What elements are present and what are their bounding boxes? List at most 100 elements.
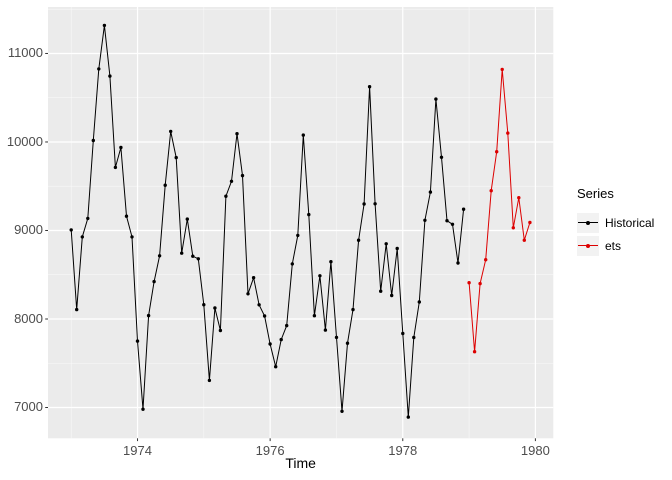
x-tick-label: 1976 xyxy=(255,443,285,458)
data-point-ets xyxy=(484,258,488,262)
data-point-historical xyxy=(257,303,261,307)
plot-panel xyxy=(48,7,554,439)
data-point-historical xyxy=(218,328,223,333)
data-point-historical xyxy=(390,293,394,298)
data-point-historical xyxy=(191,254,195,258)
data-point-historical xyxy=(268,342,272,346)
data-point-historical xyxy=(329,260,333,264)
data-point-historical xyxy=(450,222,455,226)
data-point-historical xyxy=(318,274,322,278)
data-point-historical xyxy=(229,179,234,183)
data-point-historical xyxy=(163,183,167,187)
x-tick-label: 1974 xyxy=(123,443,152,458)
x-tick-label: 1980 xyxy=(520,443,550,458)
data-point-historical xyxy=(119,145,123,150)
data-point-ets xyxy=(467,281,471,285)
y-tick-label: 11000 xyxy=(7,45,43,61)
legend-label-ets: ets xyxy=(605,239,622,253)
data-point-historical xyxy=(379,289,383,293)
data-point-historical xyxy=(169,129,173,134)
legend-key-ets-glyph xyxy=(577,236,599,256)
data-point-historical xyxy=(395,246,399,251)
data-point-historical xyxy=(174,155,178,160)
data-point-historical xyxy=(434,97,438,101)
data-point-historical xyxy=(340,409,344,413)
data-point-historical xyxy=(301,133,305,137)
data-point-historical xyxy=(157,254,162,258)
data-point-historical xyxy=(367,85,372,89)
data-point-ets xyxy=(506,131,510,135)
data-point-historical xyxy=(401,331,405,336)
data-point-ets xyxy=(478,281,482,286)
y-tick-label: 10000 xyxy=(6,133,43,149)
y-tick-label: 8000 xyxy=(14,310,43,326)
data-point-historical xyxy=(312,314,317,318)
data-point-historical xyxy=(445,219,449,223)
data-point-historical xyxy=(185,217,189,221)
point-glyph xyxy=(586,244,590,248)
data-point-ets xyxy=(517,196,521,200)
data-point-historical xyxy=(356,238,361,242)
data-point-historical xyxy=(224,194,228,198)
legend-entry-historical: Historical xyxy=(577,213,654,233)
data-point-historical xyxy=(196,257,200,261)
data-point-ets xyxy=(472,350,477,354)
data-point-historical xyxy=(351,307,355,312)
data-point-historical xyxy=(456,261,460,265)
data-point-historical xyxy=(384,242,388,246)
legend-entry-ets: ets xyxy=(577,236,654,256)
x-axis-title: Time xyxy=(285,455,316,471)
data-point-historical xyxy=(307,212,311,217)
data-point-historical xyxy=(235,132,239,136)
data-point-historical xyxy=(461,207,466,211)
series-line-historical xyxy=(70,25,465,418)
data-point-historical xyxy=(69,228,73,232)
legend-label-historical: Historical xyxy=(605,216,655,230)
data-point-historical xyxy=(102,23,107,28)
data-point-historical xyxy=(135,339,140,343)
data-point-ets xyxy=(528,220,532,225)
data-point-historical xyxy=(428,190,433,194)
data-point-historical xyxy=(97,67,101,71)
data-point-historical xyxy=(113,165,118,170)
data-point-ets xyxy=(522,238,526,242)
data-point-ets xyxy=(511,226,515,230)
data-point-historical xyxy=(373,202,377,206)
data-point-historical xyxy=(152,279,156,284)
y-tick-label: 9000 xyxy=(14,222,43,238)
data-point-historical xyxy=(345,341,350,345)
data-point-historical xyxy=(285,323,289,328)
data-point-historical xyxy=(207,378,212,383)
y-tick-label: 7000 xyxy=(14,399,43,415)
data-point-historical xyxy=(240,173,245,178)
series-line-ets xyxy=(468,69,531,352)
legend-key-historical-glyph xyxy=(577,213,599,233)
data-point-historical xyxy=(362,202,366,206)
data-point-historical xyxy=(412,335,416,340)
data-point-historical xyxy=(146,313,151,318)
point-glyph xyxy=(586,221,590,225)
data-point-historical xyxy=(86,216,90,221)
data-point-historical xyxy=(80,235,85,239)
data-point-historical xyxy=(108,74,112,78)
data-point-ets xyxy=(489,189,493,193)
data-point-historical xyxy=(296,233,300,238)
data-point-historical xyxy=(213,306,217,310)
legend-title: Series xyxy=(577,186,614,201)
data-point-historical xyxy=(251,276,256,280)
data-point-historical xyxy=(180,251,184,255)
data-point-historical xyxy=(202,303,206,307)
data-point-historical xyxy=(274,365,278,369)
data-point-historical xyxy=(423,218,427,222)
data-point-historical xyxy=(75,307,79,312)
data-point-historical xyxy=(141,407,145,411)
data-point-historical xyxy=(417,300,421,304)
data-point-historical xyxy=(91,138,96,143)
data-point-historical xyxy=(130,235,134,239)
data-point-historical xyxy=(246,292,250,296)
data-point-historical xyxy=(124,214,129,218)
data-point-ets xyxy=(500,67,504,72)
data-point-historical xyxy=(439,155,444,159)
